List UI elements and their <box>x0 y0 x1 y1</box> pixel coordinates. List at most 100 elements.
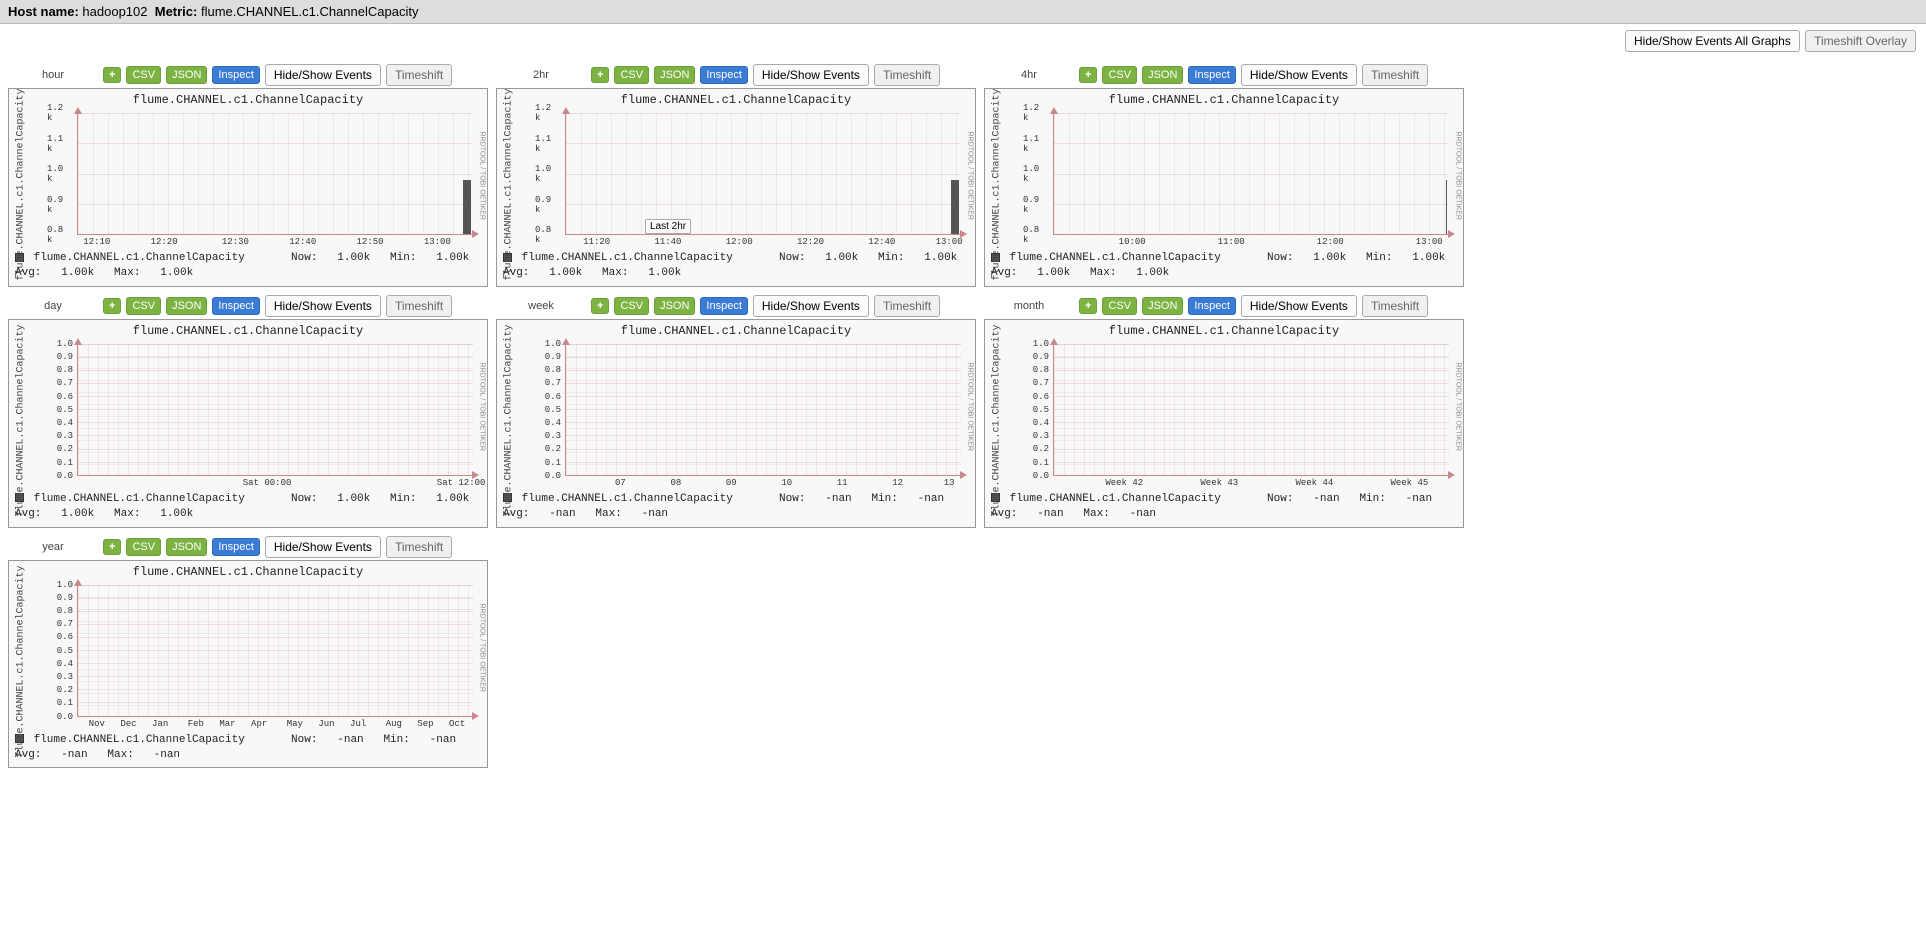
y-axis-label: flume.CHANNEL.c1.ChannelCapacity <box>992 88 1003 280</box>
inspect-button[interactable]: Inspect <box>212 297 259 315</box>
y-tick: 0.5 <box>545 405 561 415</box>
x-tick: Week 42 <box>1105 478 1143 488</box>
y-axis-label: flume.CHANNEL.c1.ChannelCapacity <box>16 88 27 280</box>
hide-show-button[interactable]: Hide/Show Events <box>753 295 869 317</box>
panel-label: hour <box>8 69 98 81</box>
gridline <box>1054 204 1449 205</box>
panel-label: month <box>984 300 1074 312</box>
add-button[interactable]: + <box>103 67 121 83</box>
add-button[interactable]: + <box>1079 298 1097 314</box>
json-button[interactable]: JSON <box>166 538 207 556</box>
hide-show-button[interactable]: Hide/Show Events <box>265 295 381 317</box>
panel-head: 4hr+CSVJSONInspectHide/Show EventsTimesh… <box>984 64 1464 86</box>
inspect-button[interactable]: Inspect <box>1188 297 1235 315</box>
hide-show-button[interactable]: Hide/Show Events <box>1241 64 1357 86</box>
timeshift-button[interactable]: Timeshift <box>1362 295 1428 317</box>
json-button[interactable]: JSON <box>1142 297 1183 315</box>
add-button[interactable]: + <box>103 298 121 314</box>
x-tick: 13 <box>944 478 955 488</box>
y-ticks: 1.00.90.80.70.60.50.40.30.20.10.0 <box>47 344 75 476</box>
gridline <box>78 702 473 703</box>
arrow-right-icon <box>1448 471 1455 479</box>
chart-area: flume.CHANNEL.c1.ChannelCapacity1.00.90.… <box>47 581 473 731</box>
add-button[interactable]: + <box>103 539 121 555</box>
hide-show-button[interactable]: Hide/Show Events <box>265 536 381 558</box>
hide-show-button[interactable]: Hide/Show Events <box>1241 295 1357 317</box>
csv-button[interactable]: CSV <box>614 297 649 315</box>
gridline <box>78 637 473 638</box>
y-tick: 0.9 <box>545 352 561 362</box>
arrow-right-icon <box>472 712 479 720</box>
csv-button[interactable]: CSV <box>1102 297 1137 315</box>
plot[interactable]: Last 2hr <box>565 113 961 235</box>
gridline <box>566 422 961 423</box>
timeshift-button[interactable]: Timeshift <box>874 295 940 317</box>
add-button[interactable]: + <box>591 67 609 83</box>
gridline <box>78 422 473 423</box>
hide-show-all-button[interactable]: Hide/Show Events All Graphs <box>1625 30 1800 52</box>
stats: flume.CHANNEL.c1.ChannelCapacity Now: -n… <box>9 731 487 768</box>
x-tick: Feb <box>188 719 204 729</box>
panels-container: hour+CSVJSONInspectHide/Show EventsTimes… <box>0 58 1926 774</box>
gridline <box>78 357 473 358</box>
data-bar <box>463 180 471 234</box>
x-tick: 10:00 <box>1119 237 1146 247</box>
chart-title: flume.CHANNEL.c1.ChannelCapacity <box>985 320 1463 340</box>
panel-head: day+CSVJSONInspectHide/Show EventsTimesh… <box>8 295 488 317</box>
csv-button[interactable]: CSV <box>126 66 161 84</box>
chart-area: flume.CHANNEL.c1.ChannelCapacity1.2 k1.1… <box>47 109 473 249</box>
gridline <box>1054 449 1449 450</box>
plot[interactable] <box>1053 344 1449 476</box>
plot[interactable] <box>77 344 473 476</box>
csv-button[interactable]: CSV <box>126 538 161 556</box>
gridline <box>1054 143 1449 144</box>
timeshift-button[interactable]: Timeshift <box>386 536 452 558</box>
inspect-button[interactable]: Inspect <box>212 538 259 556</box>
json-button[interactable]: JSON <box>654 66 695 84</box>
timeshift-button[interactable]: Timeshift <box>386 64 452 86</box>
json-button[interactable]: JSON <box>654 297 695 315</box>
inspect-button[interactable]: Inspect <box>212 66 259 84</box>
inspect-button[interactable]: Inspect <box>700 66 747 84</box>
x-tick: Jan <box>152 719 168 729</box>
y-tick: 1.1 k <box>535 134 561 154</box>
x-tick: Apr <box>251 719 267 729</box>
gridline <box>78 234 473 235</box>
json-button[interactable]: JSON <box>166 297 207 315</box>
y-tick: 0.9 k <box>47 195 73 215</box>
y-tick: 0.7 <box>57 619 73 629</box>
timeshift-overlay-button[interactable]: Timeshift Overlay <box>1805 30 1916 52</box>
add-button[interactable]: + <box>1079 67 1097 83</box>
x-tick: 12:40 <box>289 237 316 247</box>
csv-button[interactable]: CSV <box>614 66 649 84</box>
timeshift-button[interactable]: Timeshift <box>1362 64 1428 86</box>
gridline <box>566 204 961 205</box>
plot[interactable] <box>77 113 473 235</box>
hide-show-button[interactable]: Hide/Show Events <box>753 64 869 86</box>
json-button[interactable]: JSON <box>1142 66 1183 84</box>
add-button[interactable]: + <box>591 298 609 314</box>
csv-button[interactable]: CSV <box>126 297 161 315</box>
panel-head: year+CSVJSONInspectHide/Show EventsTimes… <box>8 536 488 558</box>
json-button[interactable]: JSON <box>166 66 207 84</box>
gridline <box>566 409 961 410</box>
y-tick: 0.4 <box>545 418 561 428</box>
gridline <box>1054 370 1449 371</box>
chart-area: flume.CHANNEL.c1.ChannelCapacity1.00.90.… <box>1023 340 1449 490</box>
inspect-button[interactable]: Inspect <box>700 297 747 315</box>
timeshift-button[interactable]: Timeshift <box>874 64 940 86</box>
x-tick: Oct <box>449 719 465 729</box>
csv-button[interactable]: CSV <box>1102 66 1137 84</box>
timeshift-button[interactable]: Timeshift <box>386 295 452 317</box>
plot[interactable] <box>77 585 473 717</box>
y-tick: 0.9 <box>1033 352 1049 362</box>
plot[interactable] <box>565 344 961 476</box>
plot[interactable] <box>1053 113 1449 235</box>
panel-2hr: 2hr+CSVJSONInspectHide/Show EventsTimesh… <box>496 64 976 287</box>
tooltip: Last 2hr <box>645 219 691 234</box>
hide-show-button[interactable]: Hide/Show Events <box>265 64 381 86</box>
gridline <box>1054 174 1449 175</box>
gridline <box>1054 113 1449 114</box>
inspect-button[interactable]: Inspect <box>1188 66 1235 84</box>
gridline <box>566 174 961 175</box>
